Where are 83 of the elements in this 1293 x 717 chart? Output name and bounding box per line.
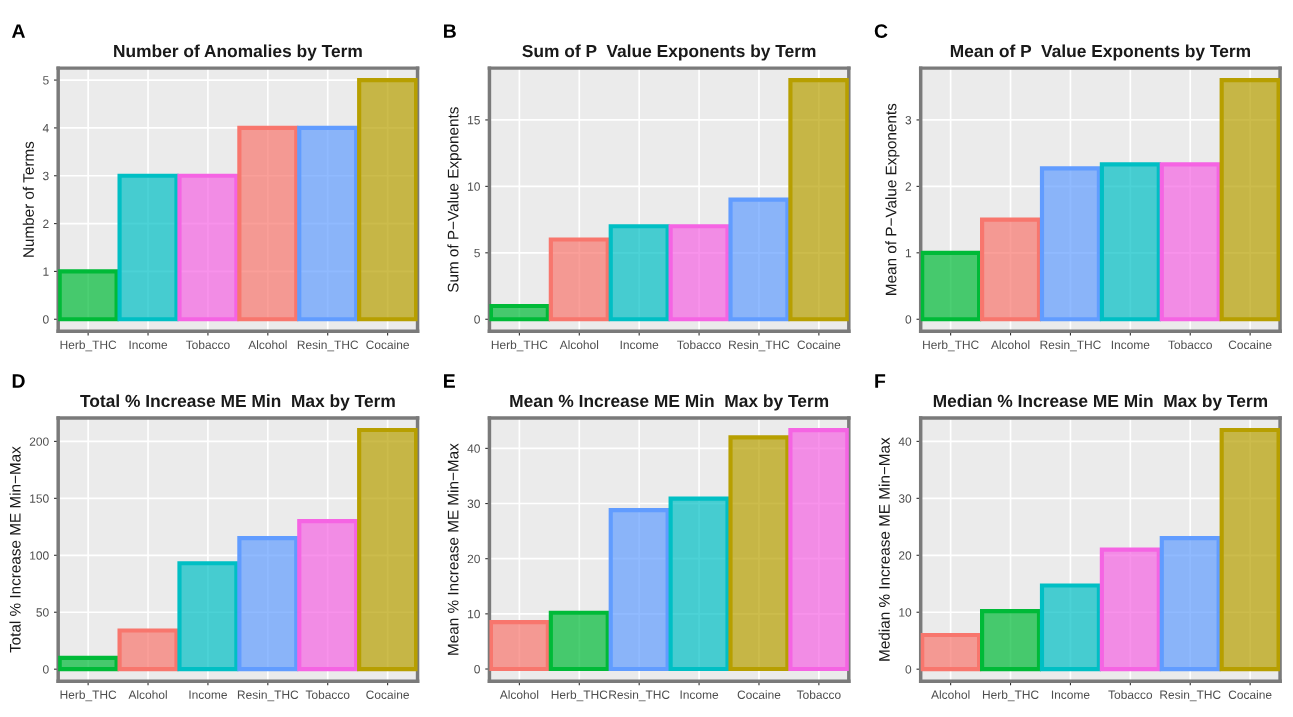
chart-title: Mean of P Value Exponents by Term — [950, 44, 1250, 61]
x-tick-label: Cocaine — [366, 690, 409, 699]
text: F — [875, 374, 886, 388]
x-tick-label: Income — [189, 690, 227, 699]
x-tick-label: Tobacco — [677, 340, 721, 350]
x-tick-label: Tobacco — [1168, 340, 1212, 350]
y-tick-label: 10 — [899, 608, 912, 617]
chart-title: Sum of P Value Exponents by Term — [522, 44, 816, 61]
x-tick-label: Resin_THC — [729, 340, 790, 352]
y-tick-label: 40 — [898, 437, 912, 446]
chart-title: Total % Increase ME Min Max by Term — [80, 394, 395, 411]
y-tick-label: 0 — [905, 665, 912, 674]
x-tick-label: Alcohol — [559, 340, 599, 350]
y-tick-label: 10 — [468, 182, 480, 191]
y-axis-title: Number of Terms — [22, 141, 34, 257]
y-tick-label: 2 — [905, 182, 912, 191]
x-tick-label: Alcohol — [499, 690, 539, 699]
x-tick-label: Alcohol — [128, 690, 167, 699]
y-tick-label: 20 — [467, 554, 480, 564]
text: C — [874, 24, 888, 38]
y-tick-label: 1 — [43, 267, 49, 276]
x-tick-label: Alcohol — [931, 690, 970, 699]
x-tick-label: Cocaine — [366, 340, 409, 350]
y-tick-label: 3 — [905, 115, 912, 125]
x-tick-label: Resin_THC — [609, 690, 670, 702]
y-tick-label: 15 — [468, 116, 480, 125]
y-tick-label: 1 — [905, 248, 912, 258]
y-tick-label: 20 — [898, 551, 912, 560]
y-tick-label: 200 — [29, 437, 49, 446]
text: B — [444, 24, 456, 38]
x-tick-label: Income — [680, 690, 719, 699]
x-tick-label: Alcohol — [248, 340, 287, 350]
x-tick-label: Herb_THC — [491, 340, 548, 352]
x-tick-label: Cocaine — [1228, 340, 1272, 350]
y-tick-label: 5 — [42, 76, 49, 85]
y-tick-label: 0 — [42, 665, 49, 674]
x-tick-label: Herb_THC — [60, 340, 117, 352]
x-tick-label: Income — [129, 340, 168, 350]
x-tick-label: Tobacco — [185, 340, 230, 350]
text: E — [444, 374, 455, 388]
chart-title: Median % Increase ME Min Max by Term — [933, 394, 1268, 411]
x-tick-label: Tobacco — [305, 690, 350, 699]
text: D — [12, 374, 25, 388]
y-tick-label: 0 — [474, 665, 480, 674]
x-tick-label: Alcohol — [990, 340, 1030, 350]
y-tick-label: 5 — [474, 248, 480, 258]
y-tick-label: 30 — [898, 494, 912, 503]
x-tick-label: Herb_THC — [551, 690, 608, 702]
x-tick-label: Herb_THC — [982, 690, 1039, 702]
text: A — [11, 24, 25, 38]
x-tick-label: Tobacco — [796, 690, 841, 699]
y-axis-title: Sum of P−Value Exponents — [447, 107, 462, 293]
x-tick-label: Income — [620, 340, 659, 350]
x-tick-label: Herb_THC — [923, 340, 979, 352]
y-tick-label: 40 — [467, 444, 480, 453]
y-tick-label: 10 — [468, 609, 480, 619]
y-tick-label: 30 — [467, 499, 480, 508]
x-tick-label: Cocaine — [737, 690, 781, 699]
x-tick-label: Tobacco — [1108, 690, 1153, 699]
y-tick-label: 2 — [43, 219, 49, 228]
x-tick-label: Resin_THC — [1040, 340, 1101, 352]
y-tick-label: 4 — [42, 124, 49, 133]
y-tick-label: 3 — [42, 171, 49, 181]
x-tick-label: Cocaine — [1228, 690, 1272, 699]
chart-title: Mean % Increase ME Min Max by Term — [510, 394, 829, 411]
y-tick-label: 100 — [30, 551, 49, 560]
x-tick-label: Income — [1111, 340, 1150, 350]
y-tick-label: 150 — [30, 494, 49, 503]
x-tick-label: Resin_THC — [1160, 690, 1221, 702]
y-tick-label: 0 — [905, 315, 912, 324]
x-tick-label: Resin_THC — [237, 690, 299, 702]
y-axis-title: Mean of P−Value Exponents — [885, 103, 900, 295]
y-axis-title: Mean % Increase ME Min−Max — [447, 443, 459, 655]
x-tick-label: Resin_THC — [297, 340, 359, 352]
y-tick-label: 0 — [42, 315, 49, 324]
x-tick-label: Cocaine — [797, 340, 841, 350]
y-tick-label: 50 — [36, 608, 49, 617]
x-tick-label: Income — [1051, 690, 1090, 699]
y-axis-title: Median % Increase ME Min−Max — [878, 437, 890, 661]
y-tick-label: 0 — [474, 315, 480, 324]
x-tick-label: Herb_THC — [60, 690, 117, 702]
y-axis-title: Total % Increase ME Min−Max — [9, 446, 21, 653]
chart-title: Number of Anomalies by Term — [114, 44, 362, 61]
